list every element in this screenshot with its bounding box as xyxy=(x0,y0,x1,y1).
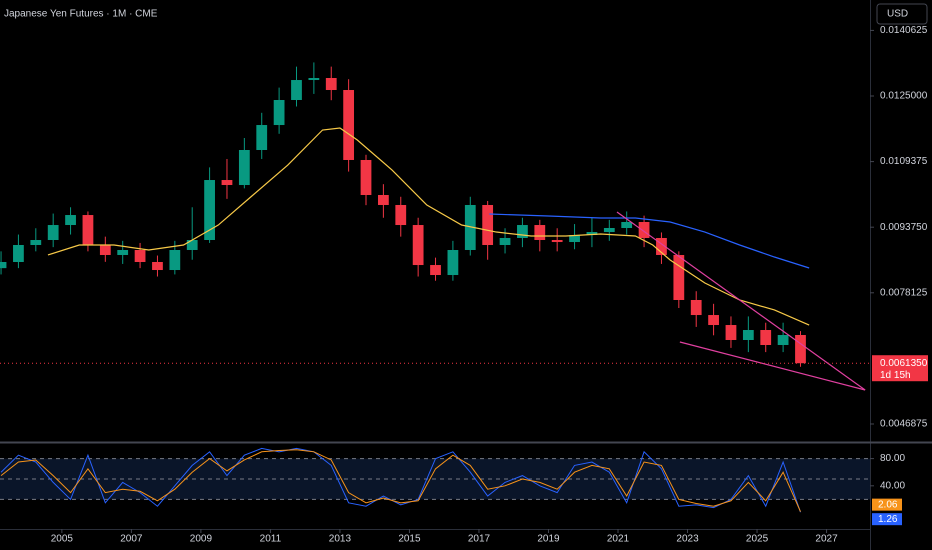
candle-body xyxy=(65,215,76,226)
candle-body xyxy=(569,235,580,243)
candle-body xyxy=(430,265,441,276)
candle-body xyxy=(551,240,563,243)
candle-body xyxy=(377,195,389,205)
y-tick-label: 80.00 xyxy=(880,453,905,464)
candle-body xyxy=(291,80,302,100)
x-tick-label: 2015 xyxy=(398,534,421,545)
candle-body xyxy=(482,204,494,245)
candle-body xyxy=(447,249,459,276)
candle-body xyxy=(621,221,633,228)
candle-body xyxy=(13,244,24,263)
last-price-label: 0.0061350 xyxy=(880,358,928,369)
y-tick-label: 0.0125000 xyxy=(880,91,928,102)
value-label: 2.06 xyxy=(878,499,898,510)
countdown-label: 1d 15h xyxy=(880,370,911,381)
candle-body xyxy=(603,227,615,233)
candle-body xyxy=(360,159,372,196)
candle-body xyxy=(238,149,250,186)
candle-body xyxy=(517,225,528,238)
value-box xyxy=(872,513,902,526)
candle-body xyxy=(30,240,42,245)
candle-body xyxy=(343,90,355,160)
overlay-line xyxy=(47,127,810,326)
candle-body xyxy=(204,180,215,241)
candle-body xyxy=(99,244,111,255)
y-tick-label: 0.0109375 xyxy=(880,156,928,167)
candle-body xyxy=(395,204,407,226)
x-tick-label: 2007 xyxy=(120,534,143,545)
candle-body xyxy=(117,249,129,255)
candle-body xyxy=(673,254,685,300)
overlay-line xyxy=(489,213,810,269)
candle-body xyxy=(308,78,320,81)
overlay-line xyxy=(616,211,866,391)
x-tick-label: 2005 xyxy=(51,534,74,545)
candle-body xyxy=(777,335,789,345)
y-tick-label: 0.0078125 xyxy=(880,287,928,298)
oscillator-line xyxy=(0,447,801,513)
candle-body xyxy=(708,315,719,326)
x-tick-label: 2017 xyxy=(468,534,491,545)
candle-body xyxy=(638,221,650,238)
candle-body xyxy=(0,262,7,269)
candle-body xyxy=(221,180,233,186)
x-tick-label: 2025 xyxy=(746,534,769,545)
candle-body xyxy=(152,262,163,271)
candle-body xyxy=(412,225,424,266)
candle-body xyxy=(169,249,181,271)
x-tick-label: 2027 xyxy=(815,534,838,545)
candle-body xyxy=(134,249,146,263)
x-tick-label: 2023 xyxy=(676,534,699,545)
candle-body xyxy=(690,299,702,316)
x-tick-label: 2021 xyxy=(607,534,630,545)
currency-label[interactable]: USD xyxy=(887,9,908,20)
candle-body xyxy=(534,225,546,241)
last-price-box xyxy=(872,355,928,382)
candle-body xyxy=(742,330,754,341)
candle-body xyxy=(499,237,511,245)
candle-body xyxy=(760,330,772,345)
value-label: 1.26 xyxy=(878,514,898,525)
x-tick-label: 2019 xyxy=(537,534,560,545)
candle-body xyxy=(464,204,476,250)
candle-body xyxy=(256,125,268,150)
currency-button[interactable] xyxy=(876,3,928,25)
candle-body xyxy=(186,240,198,250)
candle-body xyxy=(795,335,806,364)
candle-body xyxy=(586,232,598,236)
value-box xyxy=(872,498,902,511)
candle-body xyxy=(325,78,337,91)
oscillator-line xyxy=(0,449,801,512)
y-tick-label: 0.0140625 xyxy=(880,25,928,36)
chart-title: Japanese Yen Futures · 1M · CME xyxy=(4,9,158,20)
x-tick-label: 2011 xyxy=(260,534,282,545)
y-tick-label: 40.00 xyxy=(880,480,905,491)
candle-body xyxy=(273,99,285,126)
candle-body xyxy=(82,215,94,245)
overlay-line xyxy=(679,341,866,391)
x-tick-label: 2009 xyxy=(190,534,213,545)
candle-body xyxy=(725,325,737,341)
y-tick-label: 0.0093750 xyxy=(880,222,928,233)
x-tick-label: 2013 xyxy=(329,534,352,545)
y-tick-label: 0.0046875 xyxy=(880,419,928,430)
candle-body xyxy=(656,237,667,255)
candle-body xyxy=(47,225,59,241)
